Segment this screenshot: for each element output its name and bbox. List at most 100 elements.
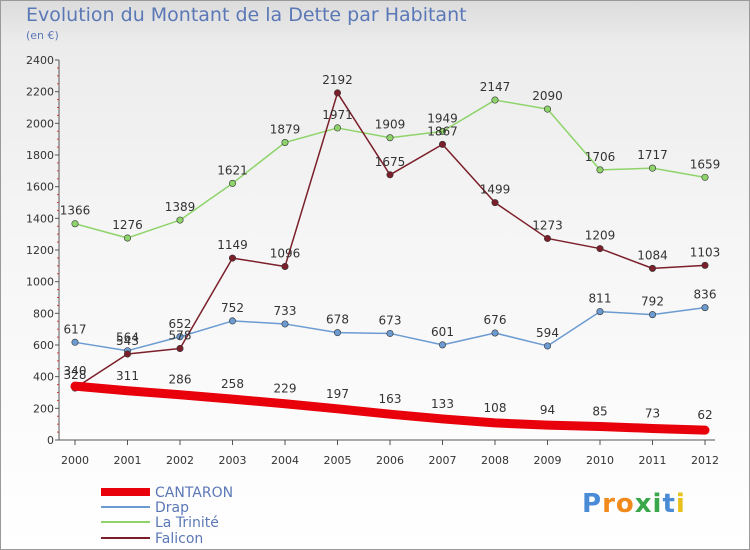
data-point-falicon: [438, 140, 446, 148]
data-label-drap: 564: [116, 331, 139, 345]
data-label-cantaron: 163: [379, 392, 402, 406]
data-label-falicon: 543: [116, 334, 139, 348]
data-point-drap: [491, 329, 499, 337]
data-point-la-trinit-: [596, 166, 604, 174]
data-label-la-trinit-: 1971: [322, 108, 353, 122]
data-point-drap: [176, 333, 184, 341]
data-label-cantaron: 85: [592, 405, 607, 419]
logo-letter: x: [634, 489, 653, 519]
logo-letter: P: [582, 489, 603, 519]
x-tick-label: 2000: [61, 454, 89, 467]
logo-letter: i: [652, 489, 663, 519]
data-label-la-trinit-: 1389: [165, 200, 196, 214]
y-tick-label: 1200: [26, 244, 54, 257]
data-point-drap: [71, 338, 79, 346]
data-point-drap: [701, 304, 709, 312]
x-tick-label: 2002: [166, 454, 194, 467]
x-tick-label: 2001: [114, 454, 142, 467]
data-label-la-trinit-: 2147: [480, 80, 511, 94]
data-point-la-trinit-: [176, 216, 184, 224]
legend-label-drap: Drap: [155, 500, 189, 516]
x-tick-label: 2009: [534, 454, 562, 467]
y-tick-label: 1000: [26, 276, 54, 289]
x-tick-label: 2007: [429, 454, 457, 467]
data-label-cantaron: 133: [431, 397, 454, 411]
chart-subtitle: (en €): [26, 29, 59, 42]
x-tick-label: 2011: [639, 454, 667, 467]
chart-title: Evolution du Montant de la Dette par Hab…: [26, 4, 467, 26]
legend-label-falicon: Falicon: [155, 531, 203, 547]
data-point-falicon: [543, 234, 551, 242]
data-label-drap: 673: [379, 313, 402, 327]
data-point-falicon: [701, 261, 709, 269]
data-label-drap: 733: [274, 304, 297, 318]
data-label-falicon: 1675: [375, 155, 406, 169]
data-label-falicon: 1273: [532, 218, 563, 232]
logo-letter: i: [675, 489, 686, 519]
logo-letter: t: [662, 489, 676, 519]
data-label-la-trinit-: 1621: [217, 163, 248, 177]
data-label-falicon: 1096: [270, 246, 301, 260]
data-label-drap: 594: [536, 326, 559, 340]
data-point-falicon: [596, 245, 604, 253]
data-label-drap: 617: [64, 322, 87, 336]
data-label-falicon: 1149: [217, 238, 248, 252]
logo-letter: o: [615, 489, 635, 519]
data-label-cantaron: 73: [645, 406, 660, 420]
data-point-la-trinit-: [491, 96, 499, 104]
x-tick-label: 2012: [691, 454, 719, 467]
data-label-cantaron: 258: [221, 377, 244, 391]
y-tick-label: 2400: [26, 54, 54, 67]
data-label-falicon: 1209: [585, 229, 616, 243]
data-label-drap: 752: [221, 301, 244, 315]
data-point-drap: [596, 308, 604, 316]
data-label-cantaron: 94: [540, 403, 555, 417]
data-label-falicon: 578: [169, 328, 192, 342]
data-label-cantaron: 286: [169, 373, 192, 387]
data-point-drap: [229, 317, 237, 325]
y-tick-label: 800: [33, 307, 54, 320]
data-point-la-trinit-: [333, 124, 341, 132]
x-tick-label: 2005: [324, 454, 352, 467]
y-tick-label: 2000: [26, 117, 54, 130]
data-label-falicon: 1867: [427, 124, 458, 138]
data-point-la-trinit-: [543, 105, 551, 113]
x-tick-label: 2003: [219, 454, 247, 467]
series-line-cantaron: [70, 381, 710, 435]
data-point-falicon: [386, 171, 394, 179]
data-label-drap: 601: [431, 325, 454, 339]
data-label-la-trinit-: 1909: [375, 118, 406, 132]
data-label-la-trinit-: 1366: [60, 204, 91, 218]
data-label-la-trinit-: 1879: [270, 122, 301, 136]
data-point-la-trinit-: [438, 127, 446, 135]
data-point-falicon: [281, 262, 289, 270]
x-tick-label: 2008: [481, 454, 509, 467]
data-point-la-trinit-: [71, 220, 79, 228]
data-point-la-trinit-: [124, 234, 132, 242]
data-label-la-trinit-: 1706: [585, 150, 616, 164]
data-point-drap: [333, 329, 341, 337]
y-tick-label: 400: [33, 371, 54, 384]
data-label-falicon: 1103: [690, 245, 721, 259]
data-label-drap: 811: [589, 292, 612, 306]
logo-letter: r: [602, 489, 616, 519]
data-label-falicon: 2192: [322, 73, 353, 87]
data-label-falicon: 328: [64, 368, 87, 382]
y-tick-label: 1800: [26, 149, 54, 162]
data-label-la-trinit-: 2090: [532, 89, 563, 103]
y-tick-label: 1600: [26, 181, 54, 194]
data-label-drap: 652: [169, 317, 192, 331]
y-tick-label: 0: [47, 434, 54, 447]
data-label-cantaron: 197: [326, 387, 349, 401]
data-label-la-trinit-: 1949: [427, 111, 458, 125]
data-point-la-trinit-: [648, 164, 656, 172]
data-label-falicon: 1499: [480, 183, 511, 197]
data-point-la-trinit-: [701, 173, 709, 181]
data-point-falicon: [176, 344, 184, 352]
data-point-la-trinit-: [229, 179, 237, 187]
data-label-drap: 836: [694, 288, 717, 302]
data-label-cantaron: 340: [64, 364, 87, 378]
data-point-la-trinit-: [386, 134, 394, 142]
y-tick-label: 200: [33, 402, 54, 415]
